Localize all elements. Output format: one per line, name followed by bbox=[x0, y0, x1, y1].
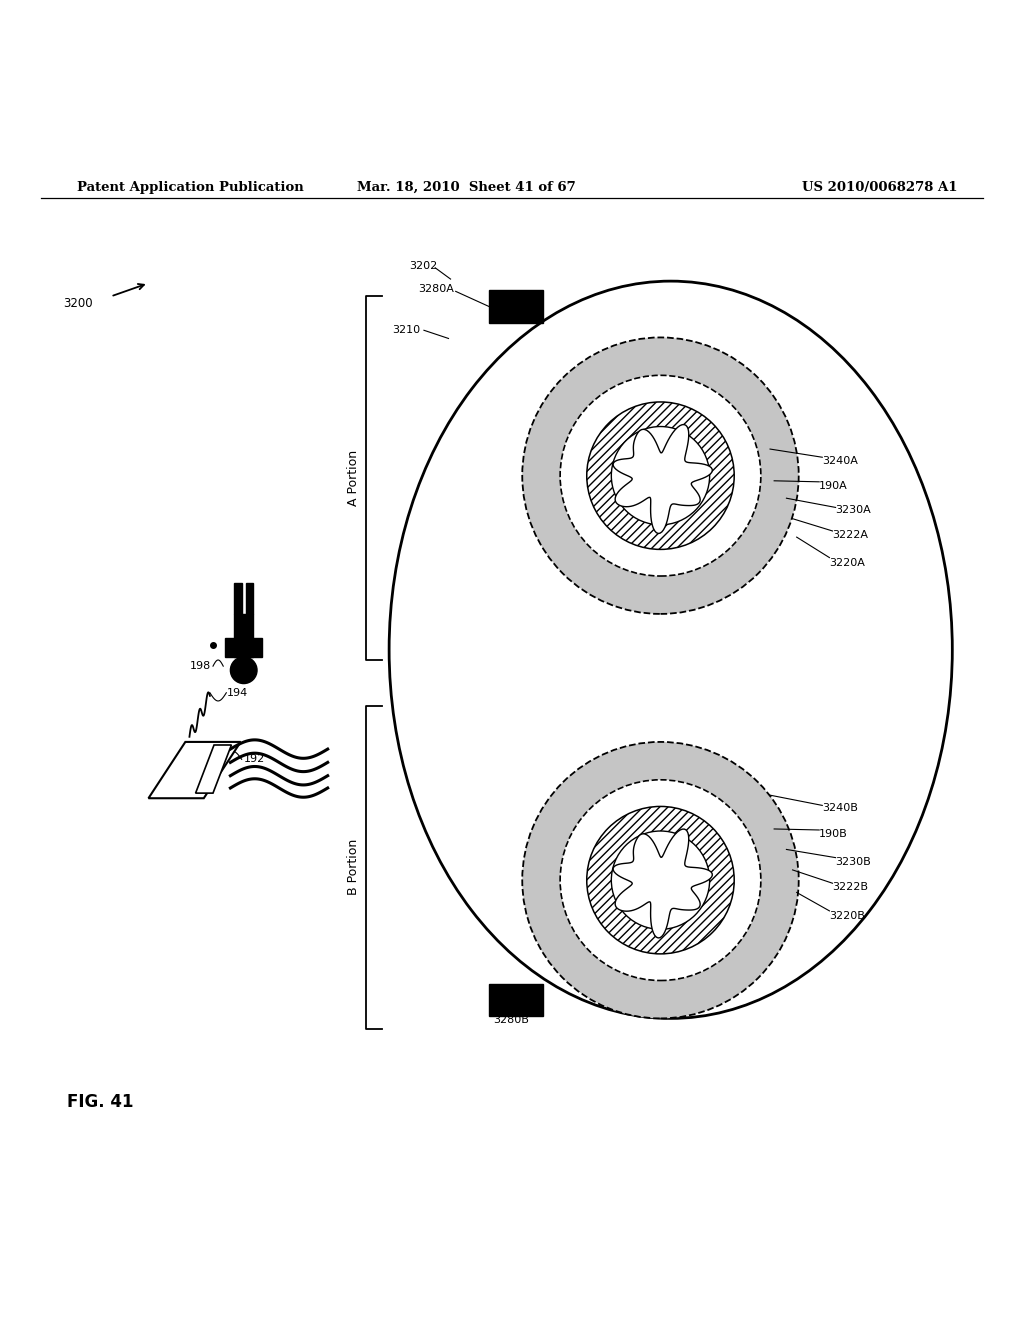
Text: 3202: 3202 bbox=[410, 261, 438, 271]
Bar bbox=[234, 583, 242, 614]
Circle shape bbox=[611, 832, 710, 929]
Text: B Portion: B Portion bbox=[347, 840, 359, 895]
Text: Patent Application Publication: Patent Application Publication bbox=[77, 181, 303, 194]
Text: FIG. 41: FIG. 41 bbox=[67, 1093, 133, 1111]
Polygon shape bbox=[148, 742, 241, 799]
Circle shape bbox=[522, 742, 799, 1019]
Text: 190A: 190A bbox=[819, 480, 848, 491]
Polygon shape bbox=[613, 425, 713, 533]
Text: 198: 198 bbox=[189, 661, 211, 671]
Circle shape bbox=[560, 375, 761, 576]
Bar bbox=[225, 639, 262, 657]
Circle shape bbox=[611, 426, 710, 525]
Text: 192: 192 bbox=[244, 754, 265, 764]
Text: 194: 194 bbox=[227, 688, 249, 698]
Text: A Portion: A Portion bbox=[347, 450, 359, 507]
Text: 3220A: 3220A bbox=[829, 558, 865, 568]
Bar bbox=[489, 983, 543, 1016]
Text: 190B: 190B bbox=[819, 829, 848, 840]
Polygon shape bbox=[196, 744, 231, 793]
Text: 3280A: 3280A bbox=[418, 284, 454, 294]
Text: 3200: 3200 bbox=[63, 297, 93, 310]
Circle shape bbox=[587, 403, 734, 549]
Text: 3230B: 3230B bbox=[836, 857, 871, 867]
Text: 3210: 3210 bbox=[392, 325, 420, 335]
Circle shape bbox=[230, 657, 257, 684]
Circle shape bbox=[560, 780, 761, 981]
Circle shape bbox=[587, 807, 734, 954]
Text: 3222B: 3222B bbox=[833, 882, 868, 892]
Bar bbox=[234, 614, 253, 657]
Text: Mar. 18, 2010  Sheet 41 of 67: Mar. 18, 2010 Sheet 41 of 67 bbox=[356, 181, 575, 194]
Text: 3240B: 3240B bbox=[822, 804, 858, 813]
Text: 3220B: 3220B bbox=[829, 911, 865, 921]
Polygon shape bbox=[613, 829, 713, 939]
Bar bbox=[246, 583, 253, 614]
Text: 3240A: 3240A bbox=[822, 457, 858, 466]
Circle shape bbox=[522, 338, 799, 614]
Text: 3230A: 3230A bbox=[836, 506, 871, 516]
Text: 3280B: 3280B bbox=[494, 1015, 529, 1026]
Bar bbox=[489, 290, 543, 323]
Text: US 2010/0068278 A1: US 2010/0068278 A1 bbox=[802, 181, 957, 194]
Text: 3222A: 3222A bbox=[833, 531, 868, 540]
